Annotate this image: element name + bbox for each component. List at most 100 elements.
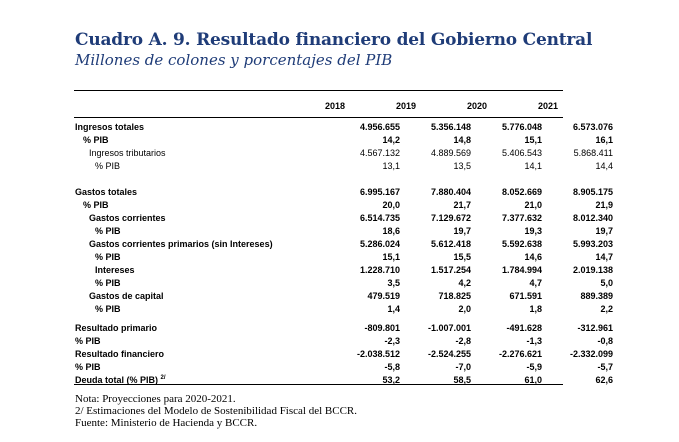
table-row: Ingresos tributarios 4.567.132 4.889.569… xyxy=(75,147,613,160)
table-row: Resultado financiero -2.038.512 -2.524.2… xyxy=(75,348,613,361)
cell: 889.389 xyxy=(580,291,613,301)
fiscal-results-table: Ingresos totales 4.956.655 5.356.148 5.7… xyxy=(75,121,613,387)
cell: 19,3 xyxy=(524,226,542,236)
cell: 14,8 xyxy=(453,135,471,145)
year-header-2021: 2021 xyxy=(537,101,558,111)
table-row: Deuda total (% PIB) 2/ 53,2 58,5 61,0 62… xyxy=(75,374,613,387)
cell: 21,0 xyxy=(524,200,542,210)
table-row: % PIB 13,1 13,5 14,1 14,4 xyxy=(75,160,613,173)
cell: 53,2 xyxy=(382,375,400,385)
cell: 2.019.138 xyxy=(572,265,613,275)
cell: 4,2 xyxy=(458,278,471,288)
deuda-label: Deuda total (% PIB) xyxy=(75,375,159,385)
row-label: % PIB xyxy=(75,336,101,346)
cell: 14,4 xyxy=(595,161,613,171)
cell: 8.905.175 xyxy=(572,187,613,197)
table-row: % PIB 18,6 19,7 19,3 19,7 xyxy=(75,225,613,238)
cell: 6.514.735 xyxy=(359,213,400,223)
cell: 7.129.672 xyxy=(430,213,471,223)
cell: 14,7 xyxy=(595,252,613,262)
note-source: Fuente: Ministerio de Hacienda y BCCR. xyxy=(75,417,258,429)
cell: -2.276.621 xyxy=(498,349,542,359)
cell: 5,0 xyxy=(600,278,613,288)
table-row: Gastos corrientes primarios (sin Interes… xyxy=(75,238,613,251)
cell: -2,3 xyxy=(384,336,400,346)
top-rule xyxy=(74,90,563,91)
cell: 14,1 xyxy=(524,161,542,171)
notes: Nota: Proyecciones para 2020-2021. 2/ Es… xyxy=(75,393,357,429)
table-row: % PIB 15,1 15,5 14,6 14,7 xyxy=(75,251,613,264)
cell: -5,8 xyxy=(384,362,400,372)
cell: -1.007.001 xyxy=(427,323,471,333)
row-label: % PIB xyxy=(83,135,109,145)
row-label: % PIB xyxy=(75,362,101,372)
cell: -491.628 xyxy=(506,323,542,333)
cell: 15,1 xyxy=(524,135,542,145)
table-row: % PIB 14,2 14,8 15,1 16,1 xyxy=(75,134,613,147)
cell: 16,1 xyxy=(595,135,613,145)
row-label: % PIB xyxy=(95,226,121,236)
cell: 14,6 xyxy=(524,252,542,262)
cell: 6.573.076 xyxy=(572,122,613,132)
row-label: % PIB xyxy=(95,278,121,288)
cell: 13,1 xyxy=(382,161,400,171)
bottom-rule xyxy=(74,384,563,385)
cell: 6.995.167 xyxy=(359,187,400,197)
cell: -7,0 xyxy=(455,362,471,372)
cell: 15,1 xyxy=(382,252,400,262)
cell: -809.801 xyxy=(364,323,400,333)
year-header-2018: 2018 xyxy=(324,101,345,111)
cell: 58,5 xyxy=(453,375,471,385)
cell: 5.356.148 xyxy=(430,122,471,132)
table-row: % PIB -2,3 -2,8 -1,3 -0,8 xyxy=(75,335,613,348)
cell: 4.956.655 xyxy=(359,122,400,132)
cell: 2,0 xyxy=(458,304,471,314)
cell: 4.889.569 xyxy=(430,148,471,158)
cell: 21,9 xyxy=(595,200,613,210)
spacer-row xyxy=(75,173,613,186)
cell: 5.612.418 xyxy=(430,239,471,249)
cell: -312.961 xyxy=(577,323,613,333)
cell: 13,5 xyxy=(453,161,471,171)
cell: 5.286.024 xyxy=(359,239,400,249)
table-subtitle: Millones de colones y porcentajes del PI… xyxy=(75,51,393,69)
table-row: % PIB 3,5 4,2 4,7 5,0 xyxy=(75,277,613,290)
footnote-marker: 2/ xyxy=(160,375,166,381)
row-label: Gastos corrientes primarios (sin Interes… xyxy=(89,239,273,249)
table-row: Resultado primario -809.801 -1.007.001 -… xyxy=(75,322,613,335)
row-label: Gastos totales xyxy=(75,187,138,197)
cell: 1.228.710 xyxy=(359,265,400,275)
row-label: Gastos corrientes xyxy=(89,213,166,223)
row-label: % PIB xyxy=(95,304,121,314)
table-row: % PIB -5,8 -7,0 -5,9 -5,7 xyxy=(75,361,613,374)
table-row: Gastos totales 6.995.167 7.880.404 8.052… xyxy=(75,186,613,199)
cell: 5.592.638 xyxy=(501,239,542,249)
row-label: % PIB xyxy=(95,161,121,171)
row-label: Ingresos totales xyxy=(75,122,145,132)
cell: 479.519 xyxy=(367,291,400,301)
cell: 19,7 xyxy=(453,226,471,236)
cell: 14,2 xyxy=(382,135,400,145)
table-row: % PIB 1,4 2,0 1,8 2,2 xyxy=(75,303,613,316)
row-label: Resultado primario xyxy=(75,323,158,333)
table-row: Ingresos totales 4.956.655 5.356.148 5.7… xyxy=(75,121,613,134)
cell: -0,8 xyxy=(597,336,613,346)
cell: 20,0 xyxy=(382,200,400,210)
cell: 5.868.411 xyxy=(573,148,613,158)
cell: 7.880.404 xyxy=(430,187,471,197)
row-label: Deuda total (% PIB) 2/ xyxy=(75,374,329,387)
cell: 3,5 xyxy=(387,278,400,288)
row-label: Ingresos tributarios xyxy=(89,148,166,158)
cell: 61,0 xyxy=(524,375,542,385)
cell: 62,6 xyxy=(595,375,613,385)
cell: 4.567.132 xyxy=(359,148,400,158)
cell: 5.406.543 xyxy=(501,148,542,158)
cell: 7.377.632 xyxy=(501,213,542,223)
cell: 15,5 xyxy=(453,252,471,262)
cell: 8.012.340 xyxy=(572,213,613,223)
cell: 671.591 xyxy=(509,291,542,301)
cell: 8.052.669 xyxy=(501,187,542,197)
cell: -2.038.512 xyxy=(356,349,400,359)
row-label: Gastos de capital xyxy=(89,291,164,301)
header-rule xyxy=(74,117,563,118)
